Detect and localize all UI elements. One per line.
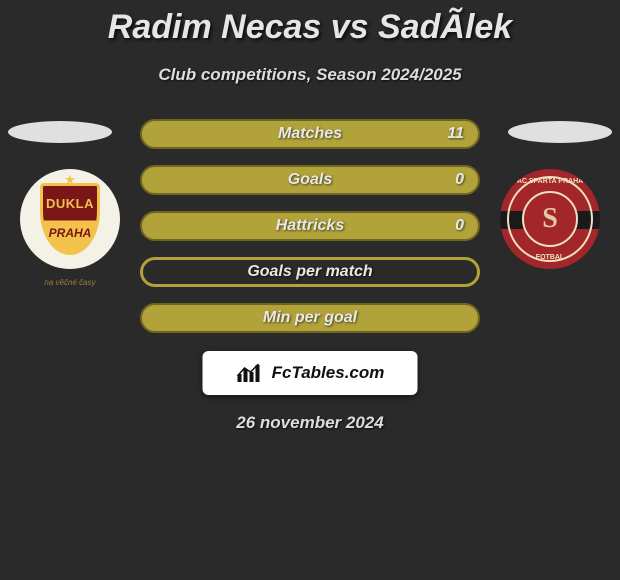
stat-row-goals-per-match: Goals per match <box>140 257 480 287</box>
subtitle: Club competitions, Season 2024/2025 <box>0 65 620 85</box>
dukla-badge: ★ DUKLA PRAHA na věčné časy <box>20 169 120 269</box>
sparta-ring-bottom: FOTBAL <box>500 254 600 261</box>
dukla-top-text: DUKLA <box>43 196 97 211</box>
dukla-script: na věčné časy <box>20 278 120 287</box>
stat-row-matches: Matches 11 <box>140 119 480 149</box>
stat-label: Hattricks <box>276 217 344 235</box>
stat-row-goals: Goals 0 <box>140 165 480 195</box>
stat-label: Goals per match <box>247 263 372 281</box>
stat-row-hattricks: Hattricks 0 <box>140 211 480 241</box>
stat-bars: Matches 11 Goals 0 Hattricks 0 Goals per… <box>140 119 480 349</box>
stat-label: Matches <box>278 125 342 143</box>
bar-chart-icon <box>236 362 266 384</box>
sparta-badge: S AC SPARTA PRAHA FOTBAL <box>500 169 600 269</box>
stat-value: 11 <box>447 125 464 143</box>
date-label: 26 november 2024 <box>0 413 620 433</box>
sparta-ring-top: AC SPARTA PRAHA <box>500 178 600 185</box>
stat-label: Min per goal <box>263 309 357 327</box>
stat-value: 0 <box>455 217 464 235</box>
dukla-bottom-text: PRAHA <box>43 226 97 240</box>
stat-value: 0 <box>455 171 464 189</box>
club-badge-right: S AC SPARTA PRAHA FOTBAL <box>500 169 600 269</box>
avatar-shadow-left <box>8 121 112 143</box>
club-badge-left: ★ DUKLA PRAHA na věčné časy <box>20 169 120 269</box>
star-icon: ★ <box>64 172 76 188</box>
site-logo-text: FcTables.com <box>272 363 385 383</box>
stat-row-min-per-goal: Min per goal <box>140 303 480 333</box>
stat-label: Goals <box>288 171 332 189</box>
site-logo: FcTables.com <box>203 351 418 395</box>
avatar-shadow-right <box>508 121 612 143</box>
page-title: Radim Necas vs SadÃ­lek <box>0 0 620 47</box>
